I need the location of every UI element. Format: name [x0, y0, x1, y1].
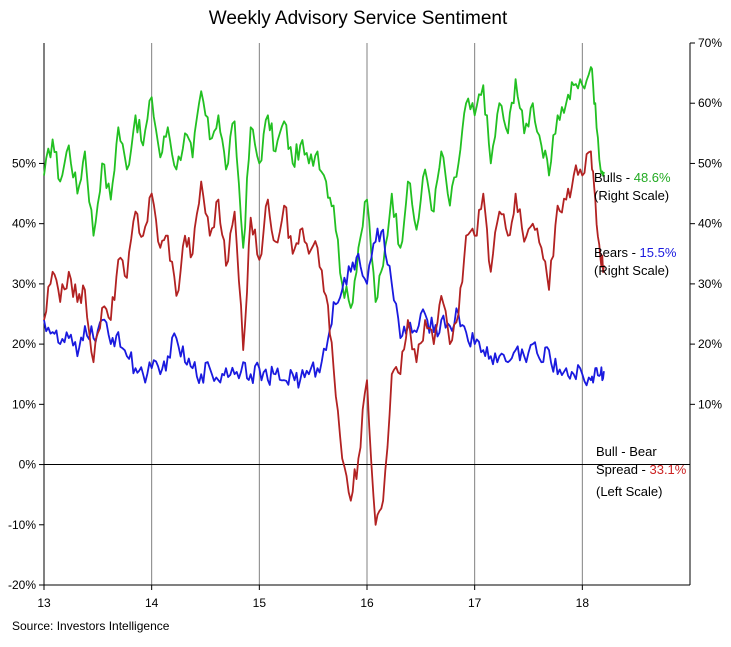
- grid-lines: [151, 43, 583, 585]
- right-tick-label: 30%: [698, 277, 722, 291]
- legend-spread-value: 33.1%: [649, 462, 686, 477]
- left-tick-label: -20%: [8, 578, 36, 592]
- right-tick-label: 20%: [698, 337, 722, 351]
- legend-bears-label: Bears -: [594, 245, 640, 260]
- series-line-bulls: [43, 66, 605, 309]
- left-tick-label: -10%: [8, 518, 36, 532]
- legend-bears: Bears - 15.5%: [594, 245, 677, 260]
- x-tick-label-15: 15: [253, 596, 267, 610]
- x-tick-label-18: 18: [576, 596, 590, 610]
- legend-bulls: Bulls - 48.6%: [594, 170, 671, 185]
- left-axis-ticks: 50% 40% 30% 20% 10% 0% -10% -20%: [8, 156, 44, 592]
- right-tick-label: 60%: [698, 96, 722, 110]
- right-tick-label: 10%: [698, 397, 722, 411]
- legend-spread-dash: -: [638, 462, 650, 477]
- x-tick-label-14: 14: [145, 596, 159, 610]
- left-tick-label: 10%: [12, 397, 36, 411]
- legend-bulls-label: Bulls -: [594, 170, 634, 185]
- left-tick-label: 20%: [12, 337, 36, 351]
- left-tick-label: 0%: [19, 458, 37, 472]
- right-axis-ticks: 70% 60% 50% 40% 30% 20% 10%: [690, 36, 722, 411]
- legend-bulls-value: 48.6%: [634, 170, 671, 185]
- legend-spread-label: Spread: [596, 462, 638, 477]
- legend-spread-title: Bull - Bear: [596, 444, 657, 459]
- legend-bears-scale: (Right Scale): [594, 263, 669, 278]
- x-tick-label-13: 13: [37, 596, 51, 610]
- legend-spread-scale: (Left Scale): [596, 484, 662, 499]
- series-line-bull-bear-spread: [43, 150, 605, 526]
- x-axis-ticks: 13 14 15 16 17 18: [37, 585, 589, 610]
- x-tick-label-17: 17: [468, 596, 482, 610]
- legend-bears-value: 15.5%: [640, 245, 677, 260]
- chart-title: Weekly Advisory Service Sentiment: [209, 8, 508, 29]
- x-tick-label-16: 16: [360, 596, 374, 610]
- series-lines: [43, 66, 605, 526]
- legend-bulls-scale: (Right Scale): [594, 188, 669, 203]
- left-tick-label: 50%: [12, 156, 36, 170]
- left-tick-label: 30%: [12, 277, 36, 291]
- legend-spread: Spread - 33.1%: [596, 462, 687, 477]
- right-tick-label: 40%: [698, 217, 722, 231]
- right-tick-label: 70%: [698, 36, 722, 50]
- left-tick-label: 40%: [12, 217, 36, 231]
- series-line-bears: [43, 227, 605, 389]
- source-note: Source: Investors Intelligence: [12, 619, 170, 633]
- right-tick-label: 50%: [698, 156, 722, 170]
